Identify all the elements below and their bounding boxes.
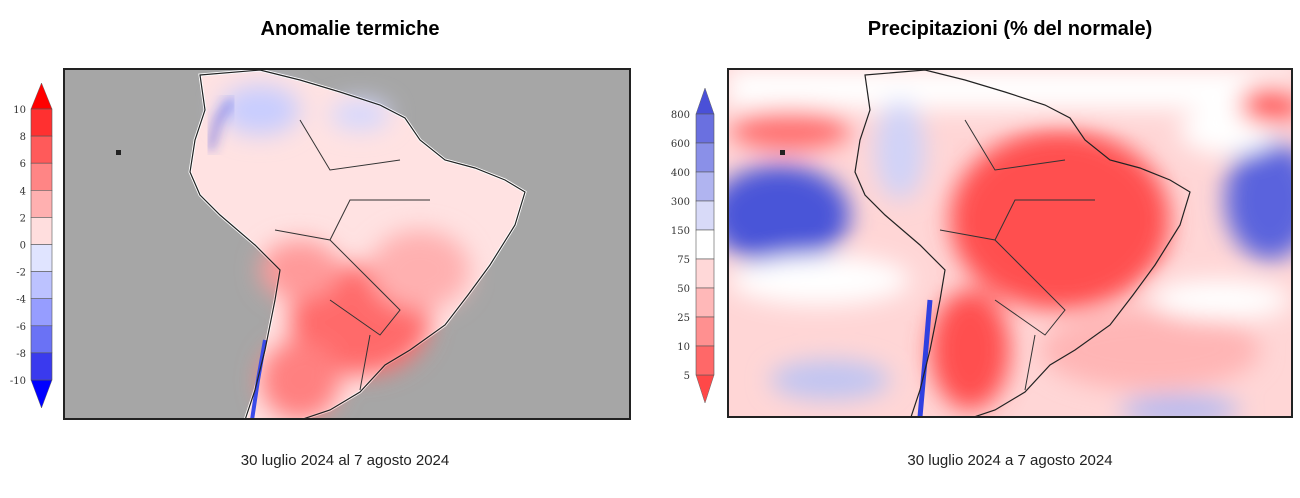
- colorbar-tick-label: -2: [16, 268, 26, 279]
- temperature-anomaly-map: [63, 68, 631, 420]
- map-frame: [63, 68, 631, 420]
- colorbar-tick-label: -8: [16, 349, 26, 360]
- colorbar-tick-label: 400: [671, 168, 690, 179]
- colorbar-tick-label: -6: [16, 322, 26, 333]
- colorbar-segment: [30, 135, 53, 164]
- right-map-title: Precipitazioni (% del normale): [867, 18, 1153, 40]
- colorbar-tick-label: 5: [684, 371, 690, 382]
- colorbar-tick-label: 150: [671, 226, 690, 237]
- colorbar-segment: [30, 244, 53, 272]
- left-map-date-range: 30 luglio 2024 al 7 agosto 2024: [240, 452, 450, 469]
- temperature-colorbar: 10 8 6 4 2 0 -2 -4 -6 -8 -10: [10, 82, 53, 409]
- colorbar-tick-label: 800: [671, 110, 690, 121]
- colorbar-segment: [695, 287, 715, 318]
- colorbar-tick-label: -10: [10, 376, 26, 387]
- colorbar-tick-label: 10: [13, 105, 26, 116]
- precipitation-shading: [728, 69, 1292, 417]
- colorbar-segment: [695, 316, 715, 347]
- colorbar-arrow-top: [695, 87, 715, 115]
- colorbar-segment: [30, 325, 53, 354]
- colorbar-tick-label: -4: [16, 295, 26, 306]
- right-map-date-range: 30 luglio 2024 a 7 agosto 2024: [907, 452, 1113, 469]
- colorbar-arrow-top: [30, 82, 53, 110]
- colorbar-tick-label: 75: [677, 255, 690, 266]
- colorbar-segment: [30, 190, 53, 218]
- colorbar-segment: [695, 142, 715, 173]
- colorbar-tick-label: 600: [671, 139, 690, 150]
- anomaly-shading: [220, 85, 470, 419]
- colorbar-tick-label: 0: [20, 241, 26, 252]
- colorbar-tick-label: 4: [20, 186, 26, 197]
- colorbar-tick-label: 50: [677, 284, 690, 295]
- colorbar-segment: [695, 200, 715, 231]
- colorbar-segment: [695, 258, 715, 289]
- colorbar-segment: [30, 217, 53, 245]
- colorbar-segment: [30, 298, 53, 327]
- colorbar-segment: [695, 171, 715, 202]
- precipitation-colorbar: 800 600 400 300 150 75 50 25 10 5: [671, 87, 715, 404]
- colorbar-tick-label: 6: [20, 159, 26, 170]
- colorbar-segment: [30, 352, 53, 381]
- colorbar-segment: [30, 162, 53, 191]
- colorbar-tick-label: 300: [671, 197, 690, 208]
- colorbar-segment: [30, 271, 53, 300]
- country-borders: [274, 119, 430, 391]
- country-borders: [939, 119, 1095, 391]
- precipitation-map: [727, 68, 1293, 418]
- colorbar-segment: [695, 345, 715, 376]
- colorbar-arrow-bottom: [695, 374, 715, 404]
- colorbar-arrow-bottom: [30, 379, 53, 409]
- colorbar-segment: [695, 229, 715, 260]
- colorbar-tick-label: 10: [677, 342, 690, 353]
- colorbar-segment: [30, 108, 53, 137]
- colorbar-tick-label: 2: [20, 213, 26, 224]
- colorbar-tick-label: 8: [20, 132, 26, 143]
- colorbar-segment: [695, 113, 715, 144]
- colorbar-tick-label: 25: [677, 313, 690, 324]
- left-map-title: Anomalie termiche: [260, 18, 440, 40]
- map-frame: [727, 68, 1293, 418]
